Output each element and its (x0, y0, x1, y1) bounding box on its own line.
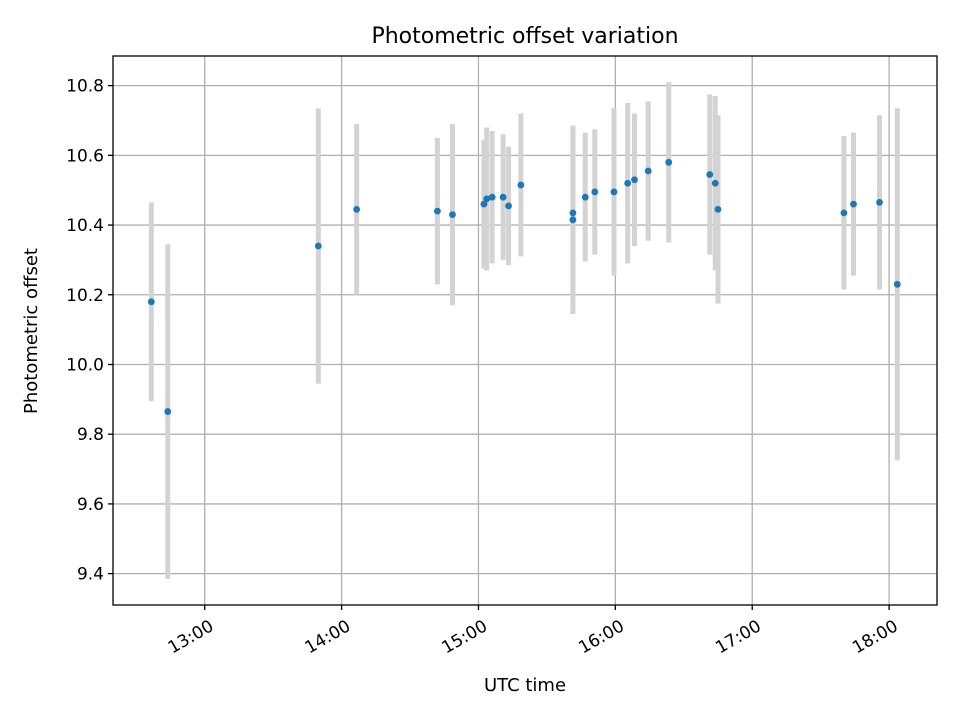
grid (113, 56, 937, 605)
plot-frame (112, 55, 938, 606)
data-point (164, 408, 172, 415)
data-point (581, 193, 589, 201)
data-point (624, 179, 632, 187)
x-tick-label: 18:00 (849, 616, 901, 658)
data-point (706, 171, 714, 178)
data-point (644, 167, 652, 175)
data-point (876, 199, 883, 206)
x-axis-ticks: 13:00 14:00 15:00 16:00 17:00 18:00 (165, 605, 902, 658)
data-point (314, 242, 322, 250)
data-point (840, 209, 848, 217)
x-axis-label: UTC time (484, 675, 566, 696)
data-point (147, 298, 155, 306)
data-point (610, 188, 618, 196)
data-point (499, 193, 507, 201)
x-tick-label: 16:00 (575, 616, 627, 658)
data-point (449, 211, 456, 219)
data-point (483, 195, 491, 203)
y-tick-label: 10.2 (66, 286, 104, 306)
y-tick-label: 10.6 (66, 146, 104, 166)
data-point (714, 205, 722, 213)
data-point (631, 176, 638, 184)
y-axis-ticks: 9.4 9.6 9.8 10.0 10.2 10.4 10.6 10.8 (66, 77, 113, 585)
data-point (569, 209, 577, 217)
data-point (665, 158, 673, 166)
data-points (147, 158, 901, 415)
data-point (505, 202, 512, 210)
data-point (591, 188, 599, 196)
data-point (353, 205, 361, 213)
y-tick-label: 9.8 (77, 425, 104, 445)
y-tick-label: 10.4 (66, 216, 104, 236)
x-tick-label: 15:00 (439, 616, 491, 658)
data-point (569, 216, 577, 224)
data-point (433, 207, 441, 215)
y-axis-label: Photometric offset (21, 248, 42, 414)
chart-title: Photometric offset variation (371, 24, 678, 49)
y-tick-label: 9.4 (77, 565, 104, 585)
data-point (488, 193, 496, 201)
data-point (850, 200, 857, 208)
x-tick-label: 13:00 (165, 616, 217, 658)
y-tick-label: 10.0 (66, 355, 104, 375)
x-tick-label: 17:00 (712, 616, 764, 658)
x-tick-label: 14:00 (302, 616, 354, 658)
data-point (480, 200, 488, 208)
y-tick-label: 10.8 (66, 77, 104, 97)
data-point (711, 179, 719, 187)
data-point (517, 181, 525, 189)
data-point (893, 280, 901, 288)
y-tick-label: 9.6 (77, 495, 104, 515)
